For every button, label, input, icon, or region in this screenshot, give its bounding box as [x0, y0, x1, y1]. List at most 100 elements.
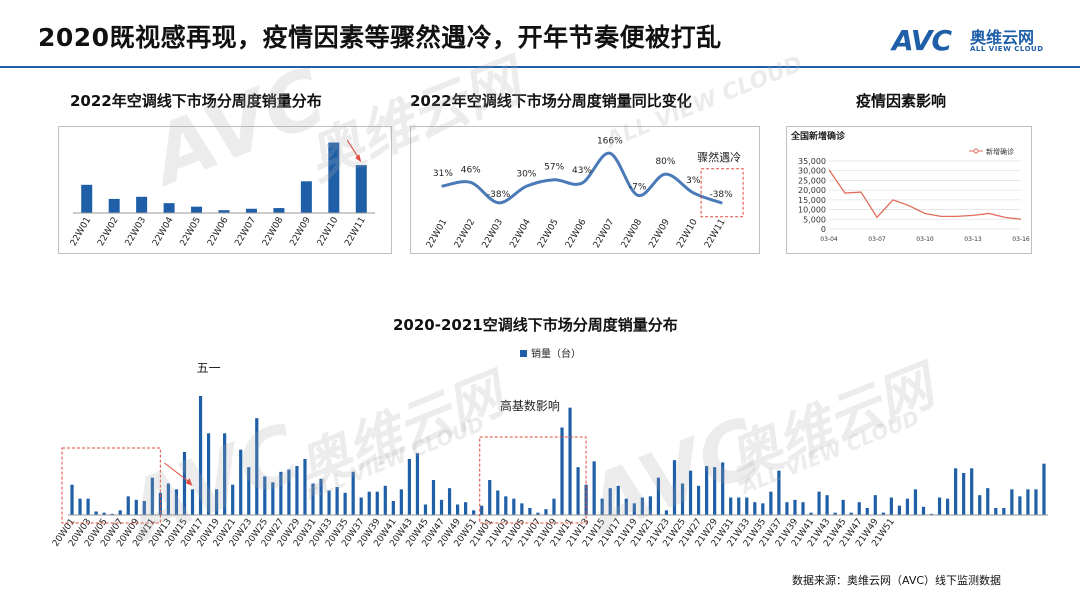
- bar: [696, 485, 701, 515]
- x-tick-label: 22W01: [425, 218, 450, 251]
- chart2-frame: 31% 46% -38% 30% 57% 43% 166% -7% 80% 3% -38% 骤然遇冷 2…: [410, 126, 760, 254]
- bar: [191, 206, 203, 213]
- y-tick-label: 0: [821, 225, 826, 234]
- bar: [273, 208, 285, 213]
- bar: [648, 496, 652, 515]
- annotation-label: 五一: [197, 361, 221, 375]
- bar: [656, 477, 661, 515]
- bar: [163, 203, 175, 213]
- x-tick-label: 22W09: [647, 217, 672, 250]
- bar: [929, 513, 934, 515]
- bar: [70, 484, 74, 515]
- chart3-title: 疫情因素影响: [856, 92, 947, 110]
- bar: [881, 512, 885, 515]
- bar: [841, 499, 845, 515]
- bar: [777, 470, 781, 515]
- bar: [512, 498, 516, 515]
- x-tick-label: 22W11: [343, 216, 368, 249]
- bar: [962, 473, 966, 515]
- legend-label: 新增确诊: [986, 147, 1014, 156]
- highlight-box: [700, 168, 744, 218]
- bar: [496, 490, 500, 515]
- bar: [913, 489, 918, 515]
- bar: [335, 487, 339, 515]
- bar: [873, 495, 877, 515]
- y-tick-label: 5,000: [803, 215, 826, 224]
- bar: [245, 208, 257, 213]
- bar: [785, 502, 789, 515]
- x-tick-label: 22W07: [233, 216, 258, 249]
- annotation-arrowhead: [355, 154, 362, 163]
- bar: [158, 492, 162, 515]
- bar: [94, 511, 98, 515]
- legend-marker: [973, 148, 979, 154]
- bar: [247, 467, 251, 515]
- data-label: 57%: [544, 163, 564, 173]
- bar: [504, 496, 508, 515]
- bar: [472, 510, 476, 515]
- bar: [729, 497, 733, 515]
- bar: [142, 501, 146, 515]
- chart1-frame: 22W01 22W02 22W03 22W04 22W05 22W06 22W07 22W08…: [58, 126, 392, 254]
- bar: [769, 491, 773, 515]
- bar: [231, 484, 235, 515]
- chart2-title: 2022年空调线下市场分周度销量同比变化: [410, 92, 692, 110]
- bar: [375, 491, 379, 515]
- bar: [343, 492, 347, 515]
- legend-label: 销量（台）: [531, 347, 581, 360]
- data-source-note: 数据来源：奥维云网（AVC）线下监测数据: [792, 574, 1002, 587]
- bar: [300, 181, 312, 213]
- x-tick-label: 22W10: [675, 217, 700, 250]
- bar: [905, 498, 910, 515]
- bar: [1010, 489, 1014, 515]
- x-tick-label: 22W02: [453, 218, 478, 251]
- bar: [355, 165, 367, 213]
- bar: [351, 471, 355, 515]
- x-tick-label: 22W05: [179, 216, 204, 249]
- y-tick-label: 20,000: [798, 186, 826, 195]
- bar: [568, 407, 572, 515]
- bar: [536, 512, 540, 515]
- bar: [263, 476, 267, 515]
- bar: [218, 210, 230, 213]
- bar: [897, 505, 901, 515]
- chart3-frame: 全国新增确诊 新增确诊 0 5,000 10,000 15,000 20,000 25,000…: [786, 126, 1032, 254]
- bar: [488, 480, 492, 515]
- legend-swatch: [520, 350, 527, 357]
- x-tick-label: 22W08: [620, 217, 645, 250]
- bar: [110, 513, 114, 515]
- bar: [761, 503, 765, 515]
- bar: [447, 488, 452, 515]
- annotation-arrowhead: [185, 478, 193, 486]
- y-tick-label: 10,000: [798, 206, 826, 215]
- x-tick-label: 22W10: [316, 215, 341, 248]
- bar: [528, 508, 532, 515]
- x-tick-label: 22W09: [288, 215, 313, 248]
- x-tick-label: 22W08: [261, 215, 286, 248]
- bar: [287, 469, 291, 515]
- bar: [616, 485, 620, 515]
- bar: [359, 497, 363, 515]
- bar: [108, 198, 120, 213]
- x-tick-label: 22W11: [703, 218, 728, 251]
- data-label: 80%: [655, 157, 675, 167]
- bar: [391, 501, 395, 515]
- bar: [174, 489, 179, 515]
- x-tick-label: 22W05: [536, 218, 561, 251]
- bar: [1034, 489, 1038, 515]
- x-tick-label: 03-16: [1012, 236, 1030, 243]
- bar: [801, 502, 805, 515]
- bar: [319, 478, 323, 515]
- data-label: 43%: [572, 166, 592, 176]
- series-line: [441, 151, 723, 205]
- data-label: -38%: [709, 190, 733, 200]
- bar: [520, 503, 524, 515]
- chart-subtitle: 全国新增确诊: [790, 130, 846, 142]
- x-tick-label: 22W02: [96, 216, 121, 249]
- chart4-svg: 销量（台）20W0120W0320W0520W0720W0920W1120W13…: [51, 347, 1048, 549]
- bar: [1018, 496, 1022, 515]
- bar: [399, 489, 403, 515]
- bar: [423, 504, 428, 515]
- bar: [560, 427, 564, 515]
- x-tick-label: 22W01: [69, 216, 94, 249]
